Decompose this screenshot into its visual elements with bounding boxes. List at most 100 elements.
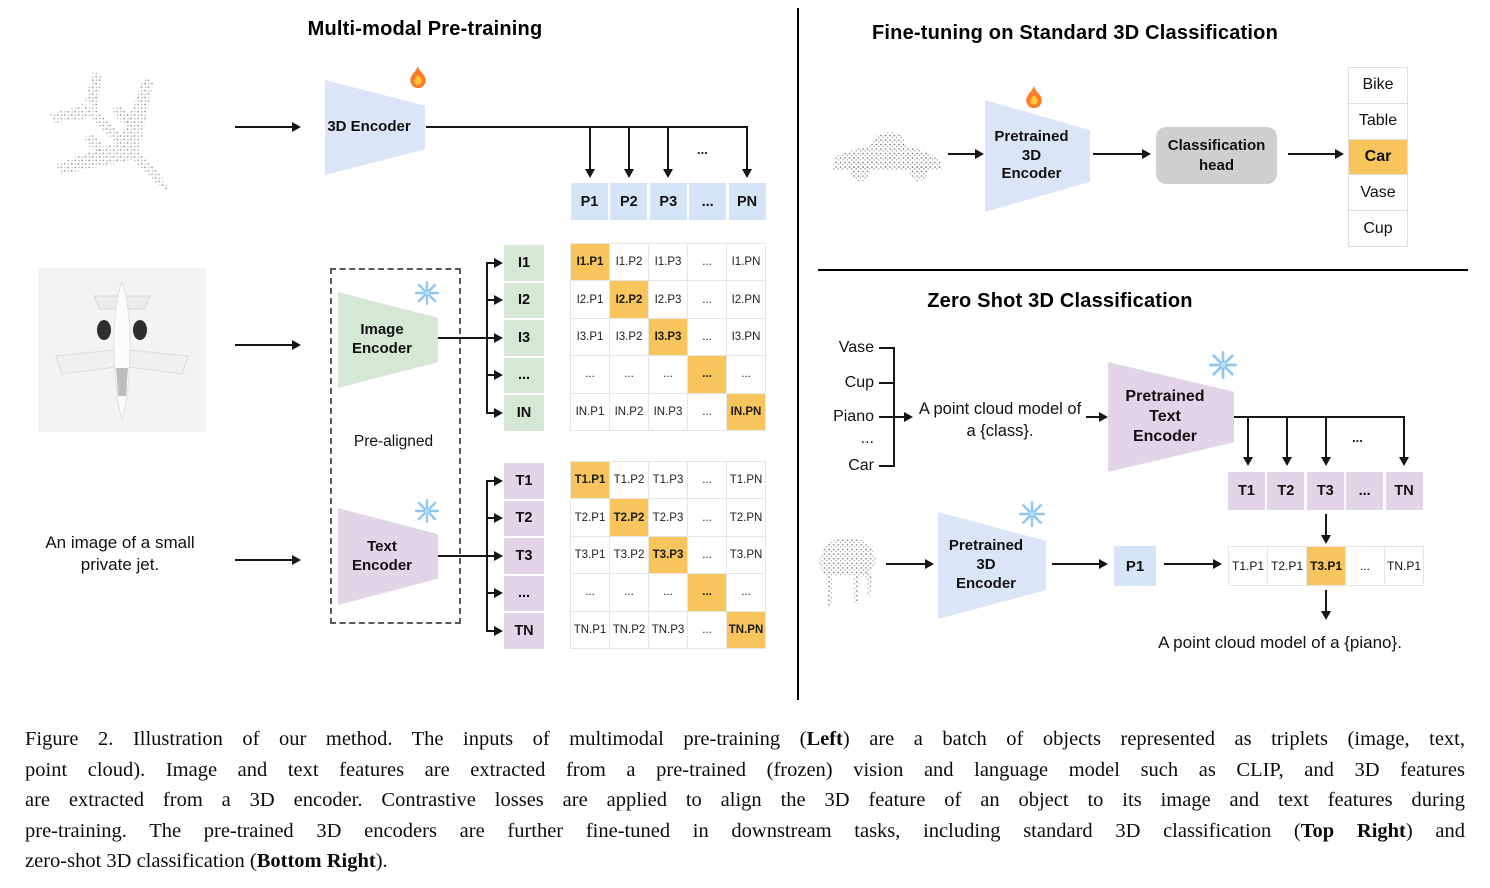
arrow-to-t3 <box>1325 418 1327 458</box>
image-feature-cell: I3 <box>504 320 544 356</box>
matrix-cell: ... <box>688 281 726 318</box>
arrow-to-t1 <box>486 480 495 482</box>
bracket-tick <box>879 382 895 384</box>
piano-point-cloud-image <box>819 537 876 606</box>
matrix-cell: T1.PN <box>727 462 765 499</box>
pretrained-text-encoder-line2: Encoder <box>1132 428 1197 445</box>
matrix-cell: I1.P2 <box>610 244 648 281</box>
image-point-similarity-matrix: I1.P1 I1.P2 I1.P3... I1.PN I2.P1 I2.P2 I2.P3..… <box>570 243 766 431</box>
arrow-results-to-output <box>1325 590 1327 612</box>
similarity-result-row: T1.P1 T2.P1 T3.P1... TN.P1 <box>1228 546 1424 586</box>
matrix-cell: ... <box>688 244 726 281</box>
image-encoder-label-line2: Encoder <box>351 340 412 357</box>
arrow-piano-to-encoder <box>886 563 926 565</box>
bracket-tick <box>879 465 895 467</box>
car-point-cloud-image <box>832 132 942 181</box>
zeroshot-3d-encoder-block: Pretrained 3D Encoder <box>938 512 1046 619</box>
caption-line: zero-shot 3D classification (Bottom Righ… <box>25 850 388 873</box>
matrix-cell: ... <box>610 574 648 611</box>
zeroshot-class-vase: Vase <box>838 339 874 356</box>
matrix-cell: ... <box>649 574 687 611</box>
zeroshot-class-dots: ... <box>860 430 874 447</box>
matrix-cell: ... <box>688 356 726 393</box>
text-encoder-label-line1: Text <box>367 537 397 555</box>
arrow-to-i-dots <box>486 374 495 376</box>
figure-caption: Figure 2. Illustration of our method. Th… <box>25 724 1465 877</box>
matrix-cell: I1.P1 <box>571 244 609 281</box>
ellipsis-label: ... <box>1352 430 1363 445</box>
matrix-cell: T3.P3 <box>649 536 687 574</box>
matrix-cell: IN.PN <box>727 393 765 430</box>
horizontal-divider <box>818 269 1468 271</box>
point-feature-row: P1 P2 P3... PN <box>571 183 766 220</box>
text-encoder-label-line2: Encoder <box>351 556 412 574</box>
arrow-trow-to-results <box>1325 514 1327 536</box>
ellipsis-label: ... <box>697 142 708 157</box>
matrix-cell: I2.P3 <box>649 281 687 318</box>
image-feature-cell: ... <box>504 357 544 393</box>
matrix-cell: T3.PN <box>727 536 765 574</box>
snowflake-icon <box>1019 501 1045 527</box>
matrix-cell: ... <box>688 318 726 356</box>
pre-aligned-box <box>330 268 461 624</box>
3d-encoder-label: 3D Encoder <box>327 118 411 136</box>
class-item: Cup <box>1349 211 1407 246</box>
matrix-cell: I3.P1 <box>571 318 609 356</box>
connector-line <box>426 126 748 128</box>
point-feature-cell: PN <box>728 183 766 220</box>
arrow-head-to-classes <box>1288 153 1336 155</box>
text-feature-cell: T3 <box>504 538 544 574</box>
arrow-to-pn <box>746 128 748 170</box>
matrix-cell: I2.PN <box>727 281 765 318</box>
arrow-to-p2 <box>628 128 630 170</box>
arrow-pointcloud-to-3d-encoder <box>235 126 293 128</box>
pre-aligned-label: Pre-aligned <box>353 433 434 450</box>
arrow-to-i1 <box>486 262 495 264</box>
arrow-image-to-image-encoder <box>235 344 293 346</box>
similarity-cell: T3.P1 <box>1307 547 1345 585</box>
text-point-similarity-matrix: T1.P1 T1.P2 T1.P3... T1.PN T2.P1 T2.P2 T2.P3..… <box>570 461 766 649</box>
arrow-encoder-to-head <box>1093 153 1143 155</box>
matrix-cell: I1.P3 <box>649 244 687 281</box>
prompt-line2: a {class}. <box>966 422 1034 440</box>
matrix-cell: ... <box>688 574 726 611</box>
matrix-cell: T3.P1 <box>571 536 609 574</box>
matrix-cell: IN.P1 <box>571 393 609 430</box>
arrow-p1-to-results <box>1164 563 1214 565</box>
zeroshot-class-car: Car <box>848 457 874 474</box>
matrix-cell: ... <box>688 611 726 648</box>
matrix-cell: I1.PN <box>727 244 765 281</box>
image-feature-cell: I1 <box>504 245 544 281</box>
similarity-cell: TN.P1 <box>1385 547 1423 585</box>
matrix-cell: I3.P3 <box>649 318 687 356</box>
matrix-cell: T2.P3 <box>649 499 687 536</box>
matrix-cell: TN.P2 <box>610 611 648 648</box>
arrow-to-t2 <box>1286 418 1288 458</box>
matrix-cell: TN.PN <box>727 611 765 648</box>
matrix-cell: ... <box>688 462 726 499</box>
point-feature-cell: P2 <box>610 183 648 220</box>
bracket-tick <box>879 347 895 349</box>
airplane-point-cloud-image <box>50 71 171 192</box>
zeroshot-3d-encoder-line1: Pretrained 3D <box>948 537 1024 574</box>
matrix-cell: ... <box>688 393 726 430</box>
snowflake-icon <box>414 498 440 524</box>
caption-line: are extracted from a 3D encoder. Contras… <box>25 789 1465 812</box>
class-prediction-list: Bike Table Car Vase Cup <box>1348 67 1408 247</box>
text-feature-cell: ... <box>1346 472 1384 510</box>
text-input-caption: An image of a small private jet. <box>30 532 210 576</box>
airplane-photo <box>38 268 206 432</box>
arrow-text-to-text-encoder <box>235 559 293 561</box>
text-feature-column: T1 T2 T3... TN <box>504 463 544 649</box>
arrow-to-t2 <box>486 517 495 519</box>
zeroshot-output-text: A point cloud model of a {piano}. <box>1158 633 1402 652</box>
text-feature-cell: T2 <box>1267 472 1305 510</box>
finetune-panel-title: Fine-tuning on Standard 3D Classificatio… <box>871 22 1278 44</box>
arrow-car-to-encoder <box>948 153 976 155</box>
arrow-to-t3 <box>486 555 495 557</box>
arrow-to-in <box>486 412 495 414</box>
matrix-cell: I3.P2 <box>610 318 648 356</box>
connector-line <box>438 337 487 339</box>
arrow-prompt-to-text-encoder <box>1086 416 1100 418</box>
class-item: Vase <box>1349 175 1407 211</box>
